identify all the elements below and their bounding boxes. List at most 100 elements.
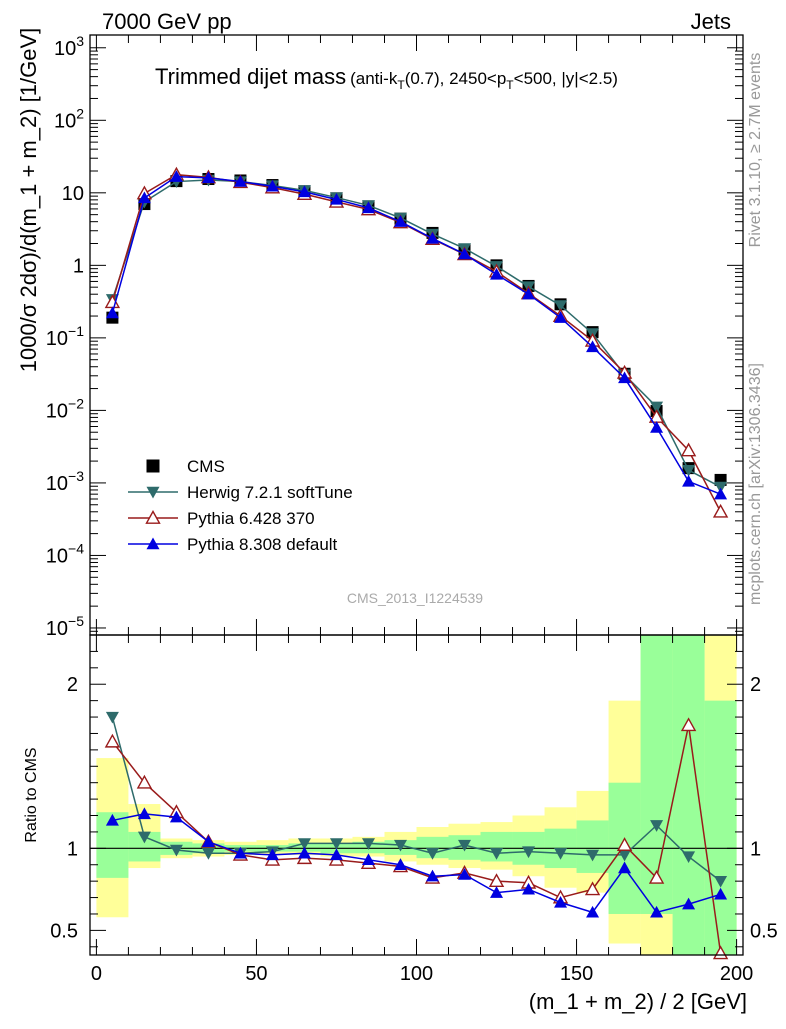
legend-marker-cms: [146, 459, 160, 473]
main-point-pythia-8-308-default: [137, 191, 151, 204]
ratio-point-pythia-8-308-default: [554, 895, 568, 908]
main-point-herwig-7-2-1-softtune: [554, 300, 568, 312]
ratio-point-herwig-7-2-1-softtune: [393, 839, 407, 852]
side-label-lower: mcplots.cern.ch [arXiv:1306.3436]: [747, 363, 764, 605]
ratio-plot-frame: [89, 634, 744, 956]
main-point-pythia-8-308-default: [554, 311, 568, 323]
main-point-pythia-8-308-default: [169, 170, 183, 182]
ratio-y-tick-label-right: 1: [750, 838, 761, 860]
ratio-point-herwig-7-2-1-softtune: [329, 838, 343, 850]
header-right: Jets: [691, 9, 731, 34]
ratio-y-tick-label-right: 2: [750, 674, 761, 696]
main-series-line-herwig-7-2-1-softtune: [111, 179, 721, 488]
main-point-pythia-8-308-default: [297, 185, 311, 198]
main-point-pythia-8-308-default: [265, 179, 279, 192]
side-label-upper: Rivet 3.1.10, ≥ 2.7M events: [747, 53, 764, 248]
main-point-herwig-7-2-1-softtune: [650, 401, 664, 414]
ratio-point-pythia-6-428-370: [104, 733, 121, 748]
main-y-tick-label: 10−5: [46, 613, 84, 640]
ratio-point-herwig-7-2-1-softtune: [554, 848, 568, 860]
x-tick-label: 100: [400, 963, 433, 985]
main-y-tick-label: 10: [62, 183, 84, 205]
main-point-pythia-8-308-default: [201, 171, 215, 184]
ratio-point-pythia-6-428-370: [616, 837, 633, 851]
legend-marker-pythia-6-428-370: [145, 510, 161, 524]
ratio-point-herwig-7-2-1-softtune: [522, 846, 536, 859]
ratio-point-herwig-7-2-1-softtune: [650, 820, 664, 832]
ratio-point-herwig-7-2-1-softtune: [586, 849, 600, 862]
ratio-point-pythia-8-308-default: [169, 810, 183, 823]
legend: CMS Herwig 7.2.1 softTune Pythia 6.428 370…: [128, 457, 353, 554]
main-y-tick-label: 103: [54, 33, 84, 60]
main-y-tick-label: 10−4: [46, 540, 84, 567]
ratio-y-tick-label: 1: [67, 838, 78, 860]
ratio-point-herwig-7-2-1-softtune: [297, 838, 311, 850]
title-cut-suffix: <500, |y|<2.5): [514, 69, 618, 88]
main-point-pythia-8-308-default: [458, 247, 472, 260]
main-y-tick-label: 1: [73, 255, 84, 277]
ratio-point-pythia-8-308-default: [361, 853, 375, 866]
main-y-tick-label: 10−1: [46, 323, 84, 350]
main-series-line-pythia-8-308-default: [111, 175, 721, 495]
ratio-point-herwig-7-2-1-softtune: [682, 851, 696, 864]
ratio-series-line-herwig-7-2-1-softtune: [111, 716, 722, 882]
ratio-point-pythia-8-308-default: [233, 846, 247, 859]
ratio-point-pythia-8-308-default: [618, 861, 632, 874]
main-point-pythia-8-308-default: [105, 306, 119, 319]
ratio-point-herwig-7-2-1-softtune: [426, 848, 440, 860]
legend-label-herwig-7-2-1-softtune: Herwig 7.2.1 softTune: [187, 483, 353, 502]
ratio-point-herwig-7-2-1-softtune: [618, 849, 632, 862]
legend-label-cms: CMS: [187, 457, 225, 476]
title-cut-sub2: T: [506, 78, 514, 92]
ratio-point-herwig-7-2-1-softtune: [105, 711, 119, 724]
ratio-point-pythia-8-308-default: [458, 868, 472, 880]
title-cut-sub1: T: [397, 78, 405, 92]
main-point-pythia-8-308-default: [490, 267, 504, 280]
legend-label-pythia-8-308-default: Pythia 8.308 default: [187, 535, 338, 554]
ratio-band-inner: [704, 700, 737, 955]
watermark: CMS_2013_I1224539: [347, 590, 483, 606]
ratio-point-herwig-7-2-1-softtune: [169, 844, 183, 857]
legend-marker-pythia-8-308-default: [146, 537, 160, 550]
ratio-y-axis-label: Ratio to CMS: [23, 747, 40, 842]
ratio-point-pythia-8-308-default: [714, 887, 728, 900]
x-tick-label: 150: [560, 963, 593, 985]
ratio-y-tick-label: 0.5: [50, 920, 78, 942]
title-cut-prefix: (anti-k: [350, 69, 398, 88]
x-tick-label: 50: [245, 963, 267, 985]
ratio-point-pythia-8-308-default: [586, 905, 600, 918]
main-point-herwig-7-2-1-softtune: [714, 481, 728, 494]
main-point-pythia-8-308-default: [714, 487, 728, 500]
title-main: Trimmed dijet mass: [155, 64, 346, 89]
legend-marker-herwig-7-2-1-softtune: [146, 486, 160, 499]
x-axis-label: (m_1 + m_2) / 2 [GeV]: [529, 989, 747, 1014]
header-left: 7000 GeV pp: [102, 9, 232, 34]
main-point-pythia-6-428-370: [680, 442, 697, 457]
ratio-band-inner: [416, 836, 449, 859]
main-series-layer: [104, 166, 729, 518]
ratio-point-herwig-7-2-1-softtune: [458, 839, 472, 852]
ratio-point-herwig-7-2-1-softtune: [201, 848, 215, 860]
ratio-band-inner: [576, 820, 609, 873]
main-point-pythia-8-308-default: [361, 201, 375, 214]
main-point-pythia-8-308-default: [650, 421, 664, 433]
ratio-point-pythia-8-308-default: [201, 835, 215, 847]
chart-title: Trimmed dijet mass (anti-kT(0.7), 2450<pT…: [155, 64, 618, 92]
ratio-point-pythia-8-308-default: [490, 886, 504, 898]
main-point-pythia-8-308-default: [586, 340, 600, 353]
main-point-pythia-8-308-default: [682, 474, 696, 487]
x-tick-label: 200: [720, 963, 753, 985]
ratio-point-pythia-6-428-370: [680, 717, 697, 732]
ratio-uncertainty-bands: [96, 635, 737, 955]
main-y-axis-label: 1000/σ 2dσ)/d(m_1 + m_2) [1/GeV]: [16, 28, 41, 373]
main-point-pythia-8-308-default: [618, 371, 632, 384]
x-tick-label: 0: [91, 963, 102, 985]
ratio-point-pythia-8-308-default: [393, 858, 407, 870]
ratio-point-pythia-6-428-370: [648, 869, 665, 884]
main-y-tick-label: 10−3: [46, 468, 84, 495]
legend-label-pythia-6-428-370: Pythia 6.428 370: [187, 509, 315, 528]
ratio-axis-ticks: 0 50 100 150 200 0.5 0.5 1 1 2 2: [50, 635, 778, 985]
main-point-pythia-8-308-default: [426, 231, 440, 244]
ratio-point-herwig-7-2-1-softtune: [490, 848, 504, 860]
